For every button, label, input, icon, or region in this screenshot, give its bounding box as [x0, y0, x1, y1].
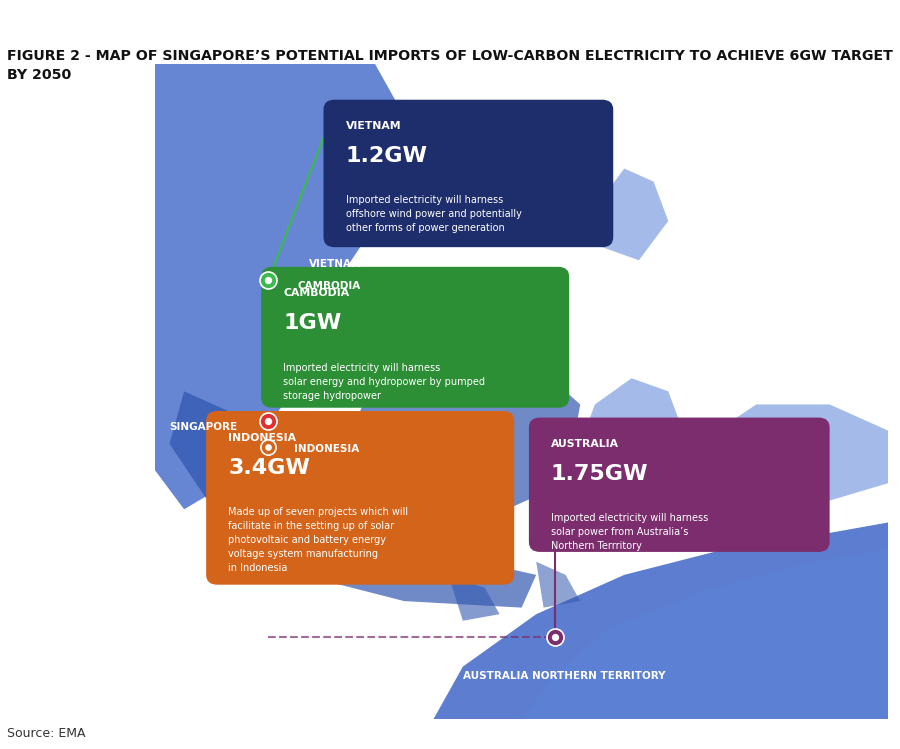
Text: VIETNAM: VIETNAM — [346, 121, 401, 131]
Point — [261, 441, 275, 453]
Text: VIETNAM: VIETNAM — [309, 258, 362, 269]
Point — [547, 631, 562, 643]
FancyBboxPatch shape — [206, 411, 514, 585]
FancyBboxPatch shape — [323, 100, 613, 247]
Point — [261, 415, 275, 427]
Point — [261, 441, 275, 453]
Text: AUSTRALIA: AUSTRALIA — [551, 439, 619, 449]
Point — [261, 274, 275, 286]
Point — [261, 415, 275, 427]
Point — [547, 631, 562, 643]
Text: SINGAPORE: SINGAPORE — [169, 422, 238, 432]
Text: Imported electricity will harness
solar energy and hydropower by pumped
storage : Imported electricity will harness solar … — [284, 363, 485, 401]
Text: FIGURE 2 - MAP OF SINGAPORE’S POTENTIAL IMPORTS OF LOW-CARBON ELECTRICITY TO ACH: FIGURE 2 - MAP OF SINGAPORE’S POTENTIAL … — [7, 49, 893, 82]
Text: 3.4GW: 3.4GW — [228, 458, 310, 478]
Text: 1.75GW: 1.75GW — [551, 464, 648, 484]
Text: 1GW: 1GW — [284, 313, 341, 333]
Text: Source: EMA: Source: EMA — [7, 727, 86, 740]
Text: Imported electricity will harness
solar power from Australia’s
Northern Terrrito: Imported electricity will harness solar … — [551, 513, 708, 551]
Text: 1.2GW: 1.2GW — [346, 146, 428, 166]
Text: CAMBODIA: CAMBODIA — [298, 282, 361, 291]
Point — [261, 274, 275, 286]
Text: AUSTRALIA NORTHERN TERRITORY: AUSTRALIA NORTHERN TERRITORY — [463, 671, 665, 682]
Text: CAMBODIA: CAMBODIA — [284, 288, 349, 298]
Text: SINGAPORE: SINGAPORE — [18, 403, 86, 413]
Text: Made up of seven projects which will
facilitate in the setting up of solar
photo: Made up of seven projects which will fac… — [228, 507, 409, 573]
FancyBboxPatch shape — [261, 267, 569, 407]
Text: INDONESIA: INDONESIA — [228, 433, 296, 443]
Text: INDONESIA: INDONESIA — [294, 444, 359, 454]
FancyBboxPatch shape — [529, 418, 830, 552]
Text: Imported electricity will harness
offshore wind power and potentially
other form: Imported electricity will harness offsho… — [346, 195, 521, 234]
